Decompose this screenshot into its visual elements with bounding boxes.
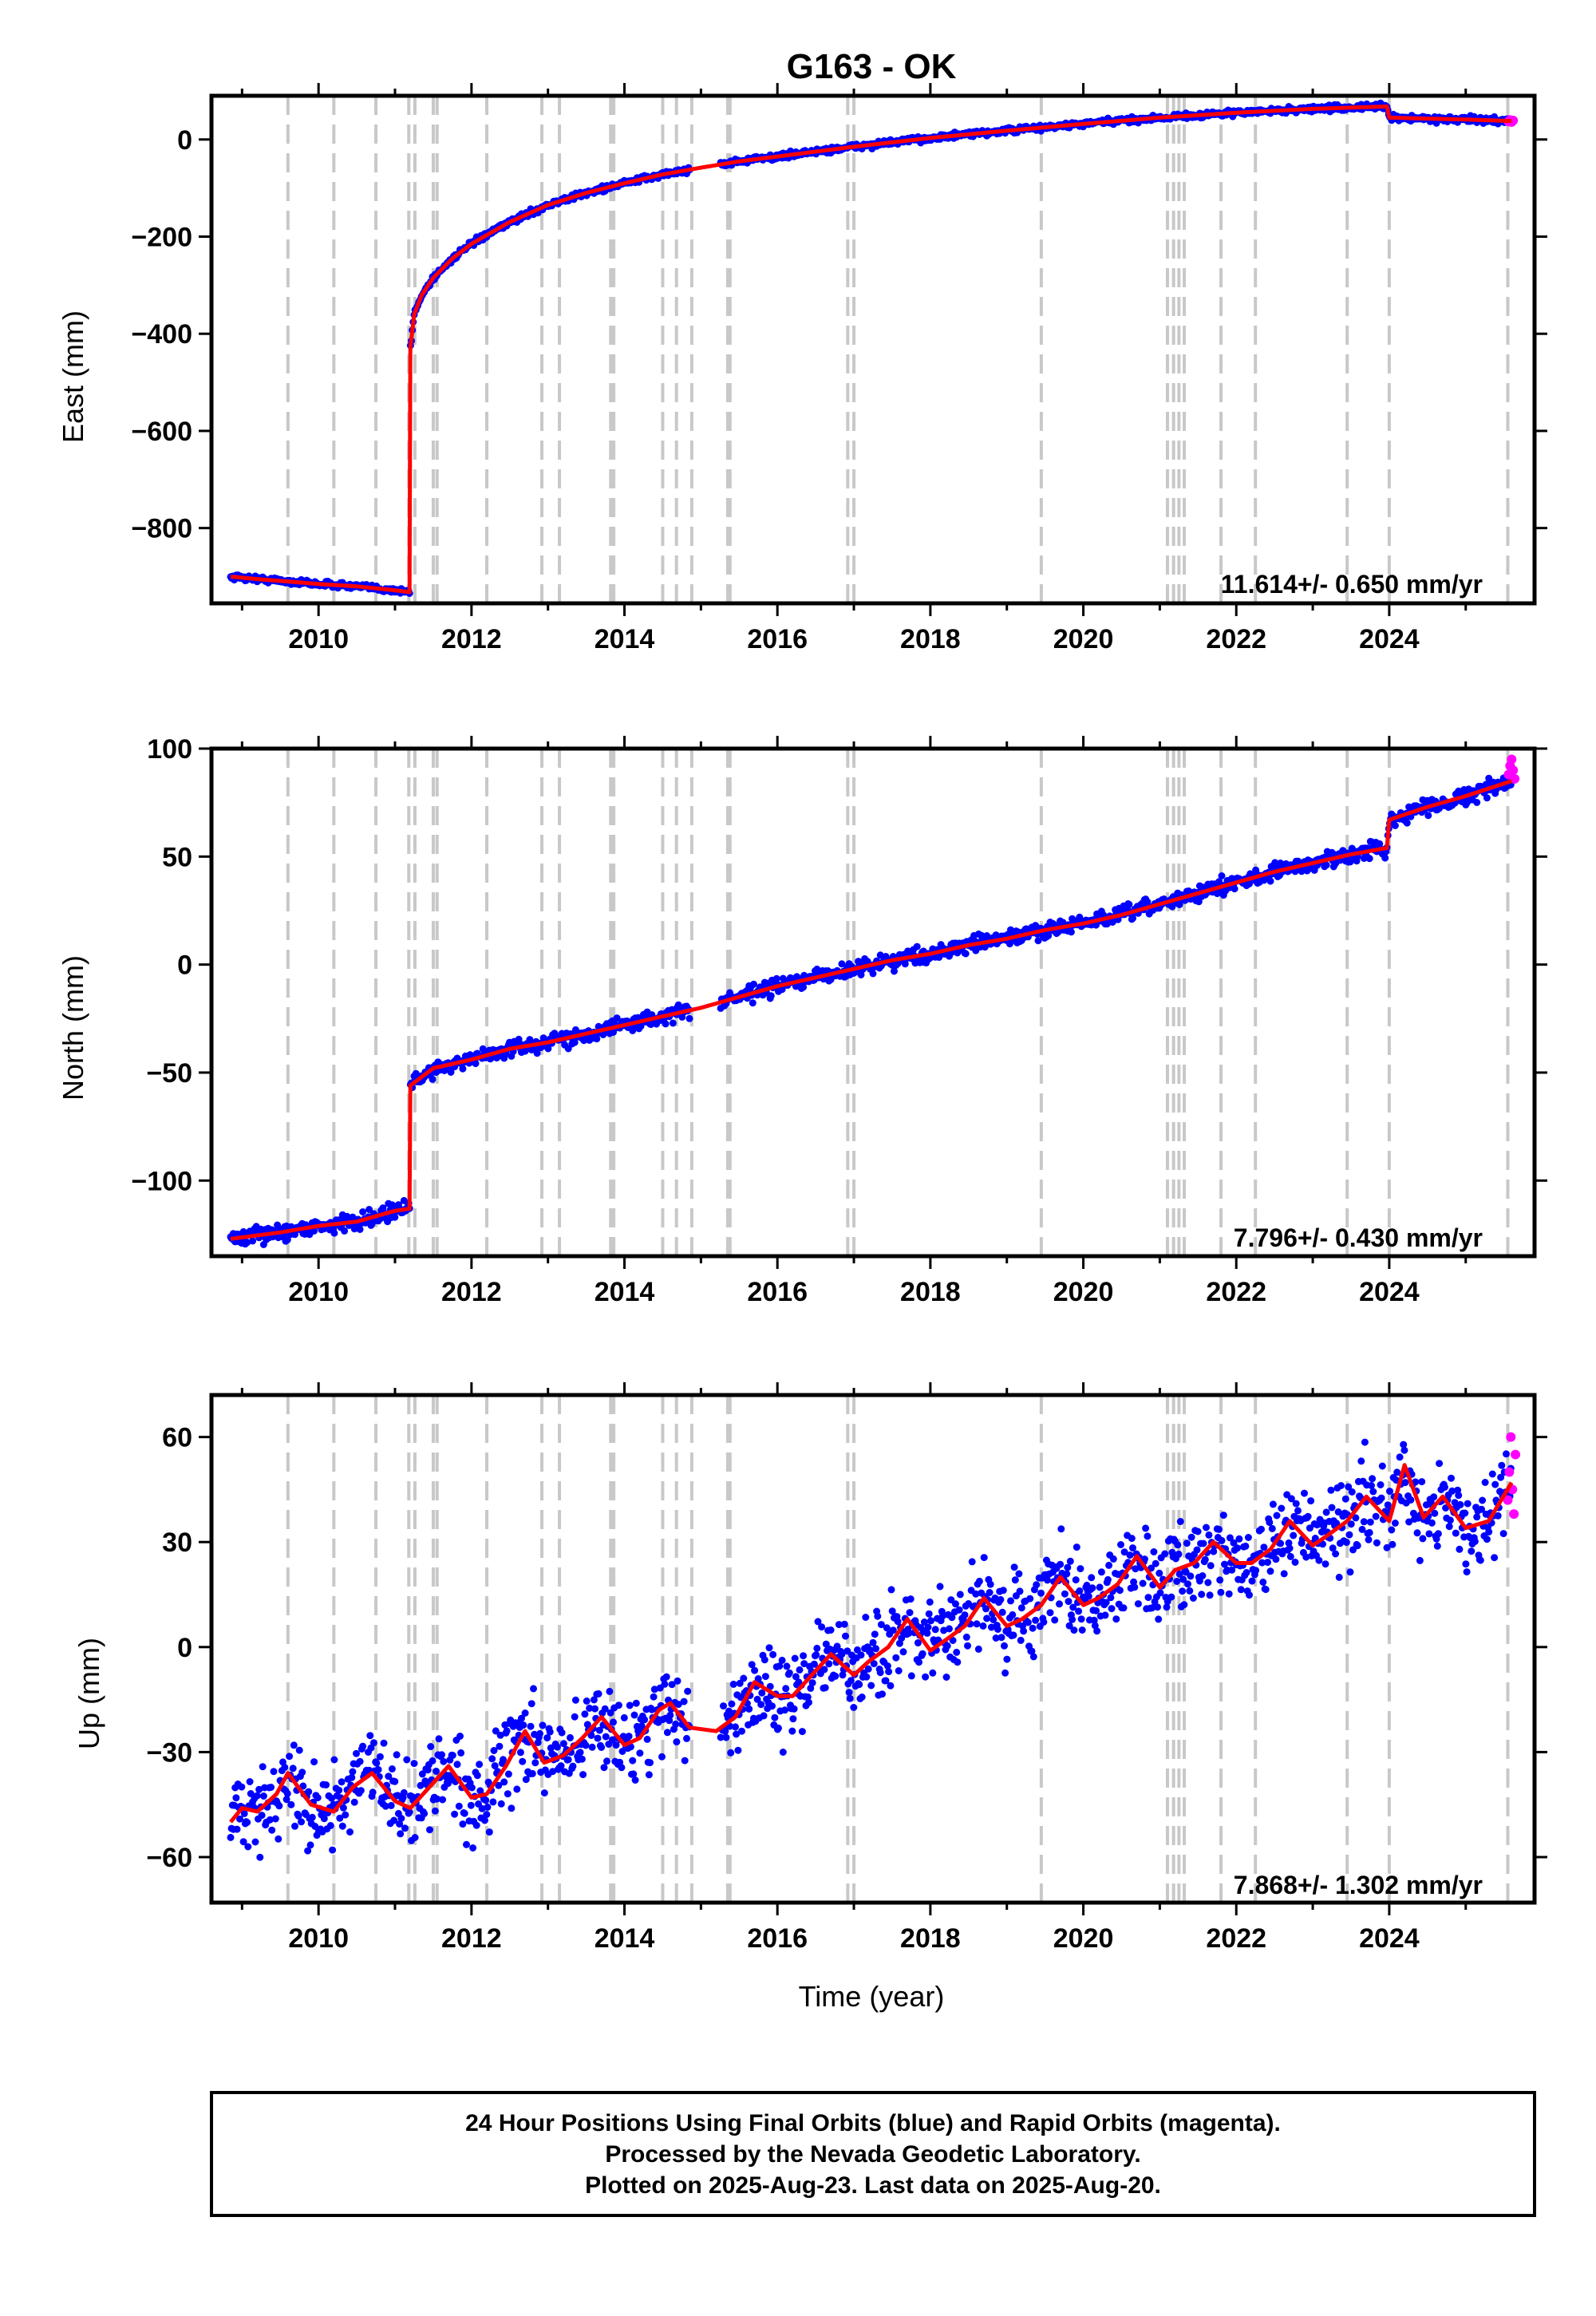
east-ytick-label: −400 <box>131 319 192 350</box>
up-rapid-orbit-point <box>1509 1509 1519 1520</box>
up-ytick-label: −30 <box>146 1737 192 1768</box>
east-xtick-label: 2014 <box>595 624 655 654</box>
east-xtick-label: 2010 <box>288 624 349 654</box>
up-rapid-orbit-point <box>1511 1449 1521 1460</box>
east-xtick-label: 2012 <box>441 624 502 654</box>
north-ytick-label: 50 <box>162 842 192 872</box>
north-xtick-label: 2022 <box>1206 1277 1266 1307</box>
east-panel: East (mm) 11.614+/- 0.650 mm/yr 0 −200 −40… <box>57 83 1547 654</box>
north-ytick-label: −100 <box>131 1166 192 1196</box>
north-xtick-label: 2020 <box>1053 1277 1114 1307</box>
footer-line-1: 24 Hour Positions Using Final Orbits (bl… <box>465 2110 1281 2136</box>
north-xtick-label: 2018 <box>900 1277 961 1307</box>
up-xtick-label: 2016 <box>747 1923 808 1954</box>
north-xtick-label: 2010 <box>288 1277 349 1307</box>
east-xtick-label: 2018 <box>900 624 961 654</box>
up-panel: Up (mm) 7.868+/- 1.302 mm/yr Time (year)… <box>73 1382 1547 2013</box>
up-rapid-orbit-point <box>1503 1495 1513 1505</box>
north-rapid-orbit-point <box>1508 765 1519 776</box>
up-rate-label: 7.868+/- 1.302 mm/yr <box>1234 1871 1483 1899</box>
up-ytick-label: 60 <box>162 1423 192 1453</box>
east-xtick-label: 2022 <box>1206 624 1266 654</box>
up-y-axis-label: Up (mm) <box>73 1638 105 1749</box>
north-final-orbit-point-cloud <box>227 770 1515 1249</box>
east-ytick-label: −600 <box>131 417 192 447</box>
up-xtick-label: 2012 <box>441 1923 502 1954</box>
east-ytick-label: −200 <box>131 222 192 252</box>
up-rapid-orbit-point <box>1506 1432 1516 1442</box>
footer-line-2: Processed by the Nevada Geodetic Laborat… <box>605 2141 1140 2168</box>
east-ytick-label: 0 <box>177 125 192 156</box>
east-y-axis-label: East (mm) <box>57 310 89 443</box>
up-rapid-orbit-point <box>1504 1467 1515 1477</box>
up-xtick-label: 2024 <box>1359 1923 1420 1954</box>
north-plot-background <box>211 749 1535 1256</box>
north-xtick-label: 2014 <box>595 1277 655 1307</box>
east-ytick-label: −800 <box>131 514 192 544</box>
footer: 24 Hour Positions Using Final Orbits (bl… <box>210 2091 1536 2217</box>
east-plot-frame <box>209 93 1537 606</box>
north-y-axis-label: North (mm) <box>57 955 89 1101</box>
north-ytick-label: −50 <box>146 1058 192 1089</box>
north-model-line <box>230 779 1512 1241</box>
north-rapid-orbit-point <box>1510 773 1520 784</box>
up-xtick-label: 2022 <box>1206 1923 1266 1954</box>
up-plot-frame <box>209 1393 1537 1905</box>
east-plot-background <box>211 96 1535 603</box>
north-rapid-orbit-points <box>1503 754 1520 784</box>
east-xtick-label: 2016 <box>747 624 808 654</box>
east-rate-label: 11.614+/- 0.650 mm/yr <box>1221 570 1483 599</box>
north-rapid-orbit-point <box>1507 754 1517 765</box>
north-ytick-label: 100 <box>147 734 192 765</box>
east-xtick-label: 2020 <box>1053 624 1114 654</box>
up-final-orbit-points <box>227 1438 1515 1861</box>
up-model-line <box>229 1463 1514 1824</box>
north-xtick-label: 2024 <box>1359 1277 1420 1307</box>
footer-line-3: Plotted on 2025-Aug-23. Last data on 202… <box>585 2172 1161 2199</box>
up-xtick-label: 2018 <box>900 1923 961 1954</box>
north-plot-frame <box>209 746 1537 1259</box>
north-rate-label: 7.796+/- 0.430 mm/yr <box>1234 1223 1483 1252</box>
up-xtick-label: 2014 <box>595 1923 655 1954</box>
up-final-orbit-point-cloud <box>227 1438 1515 1861</box>
east-model-line <box>230 104 1512 595</box>
up-ytick-label: −60 <box>146 1843 192 1873</box>
up-xtick-label: 2010 <box>288 1923 349 1954</box>
north-xtick-label: 2012 <box>441 1277 502 1307</box>
up-xtick-label: 2020 <box>1053 1923 1114 1954</box>
up-ytick-label: 0 <box>177 1633 192 1663</box>
x-axis-label: Time (year) <box>799 1980 945 2013</box>
north-panel: North (mm) 7.796+/- 0.430 mm/yr 100 50 0 −5… <box>57 734 1547 1307</box>
footer-box <box>210 2091 1536 2217</box>
chart-title: G163 - OK <box>787 47 957 86</box>
north-final-orbit-points <box>227 770 1515 1249</box>
east-xtick-label: 2024 <box>1359 624 1420 654</box>
north-ytick-label: 0 <box>177 951 192 981</box>
up-ytick-label: 30 <box>162 1528 192 1558</box>
north-xtick-label: 2016 <box>747 1277 808 1307</box>
